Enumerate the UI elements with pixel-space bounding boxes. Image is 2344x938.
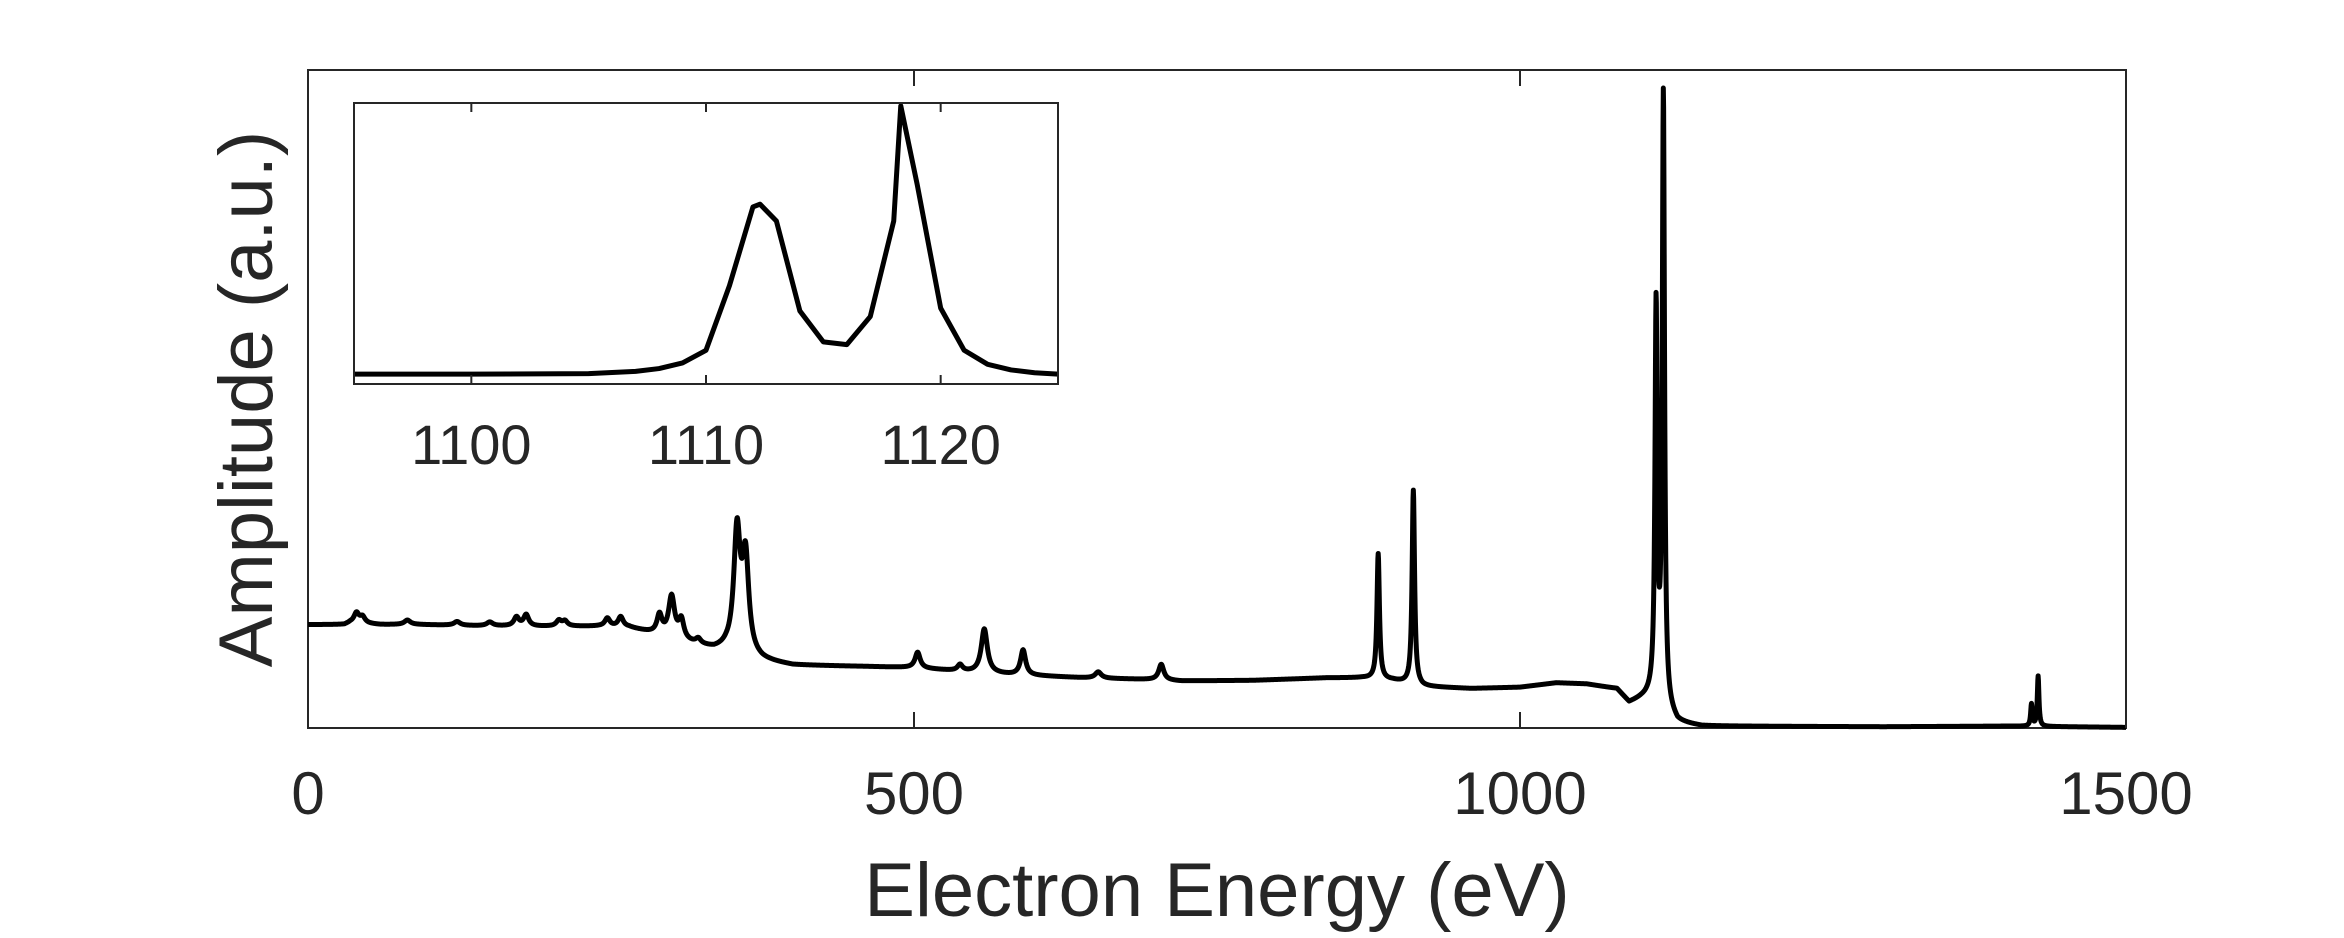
main-x-tick-label: 1000 [1453,760,1586,827]
inset-background [354,103,1058,384]
main-x-tick-label: 500 [864,760,964,827]
inset-series-line [354,103,1059,377]
main-x-tick-labels: 0 500 1000 1500 [291,760,2192,827]
inset-plot: 1100 1110 1120 [353,102,1059,476]
inset-x-tick-label: 1120 [880,413,1000,476]
spectrum-series-line [305,85,2129,730]
main-x-tick-label: 0 [291,760,324,827]
inset-x-ticks [470,103,942,384]
main-x-ticks [307,70,2127,728]
inset-x-tick-labels: 1100 1110 1120 [411,413,1001,476]
main-x-tick-label: 1500 [2059,760,2192,827]
inset-x-tick-label: 1110 [648,413,764,476]
main-plot: 0 500 1000 1500 Electron Energy (eV) Amplit… [204,69,2193,933]
inset-x-tick-label: 1100 [411,413,531,476]
x-axis-title: Electron Energy (eV) [864,848,1569,933]
y-axis-title: Amplitude (a.u.) [204,131,289,667]
main-plot-frame [307,69,2127,729]
